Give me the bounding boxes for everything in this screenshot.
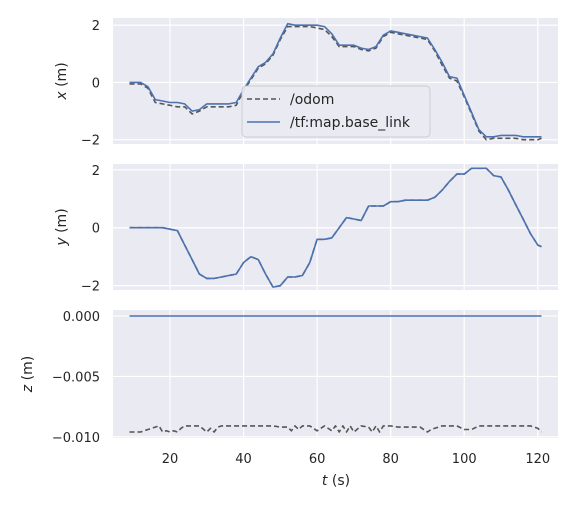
ytick-label-y: 2 xyxy=(92,164,100,179)
y-ticks-z: 0.000 −0.005 −0.010 xyxy=(52,310,100,446)
xtick-label: 80 xyxy=(382,452,399,467)
ytick-label-z: −0.010 xyxy=(52,431,100,446)
ylabel-x: x (m) xyxy=(54,62,70,100)
legend: /odom /tf:map.base_link xyxy=(241,85,431,138)
ytick-label-x: −2 xyxy=(81,134,100,149)
odom-line-z xyxy=(129,425,543,433)
series-y xyxy=(129,167,542,288)
series-x xyxy=(129,22,542,141)
xtick-label: 20 xyxy=(162,452,179,467)
plot-area-y xyxy=(113,164,558,290)
ylabel-z: z (m) xyxy=(20,356,36,393)
ytick-label-z: −0.005 xyxy=(52,370,100,385)
grid-x xyxy=(113,18,558,144)
legend-box xyxy=(241,85,431,138)
ylabel-y: y (m) xyxy=(54,208,70,246)
grid-z xyxy=(113,310,558,438)
y-ticks-y: 2 0 −2 xyxy=(81,164,100,295)
xtick-label: 40 xyxy=(235,452,252,467)
series-z xyxy=(129,315,543,433)
ytick-label-x: 2 xyxy=(92,19,100,34)
tf-line-y xyxy=(129,167,542,288)
plot-area-z xyxy=(113,310,558,438)
ytick-label-y: 0 xyxy=(92,222,100,237)
legend-odom-label: /odom xyxy=(290,92,334,108)
y-ticks-x: 2 0 −2 xyxy=(81,19,100,149)
ytick-label-z: 0.000 xyxy=(63,310,100,325)
z-position-panel: 0.000 −0.005 −0.010 z (m) xyxy=(20,310,558,446)
y-position-panel: 2 0 −2 y (m) xyxy=(54,164,558,295)
tf-line-x xyxy=(129,22,542,138)
legend-tf-label: /tf:map.base_link xyxy=(290,115,411,131)
x-ticks: 20 40 60 80 100 120 xyxy=(162,452,550,467)
grid-y xyxy=(113,164,558,290)
ytick-label-y: −2 xyxy=(81,280,100,295)
xtick-label: 60 xyxy=(309,452,326,467)
xtick-label: 100 xyxy=(452,452,477,467)
xlabel: t (s) xyxy=(322,473,350,489)
xtick-label: 120 xyxy=(525,452,550,467)
ytick-label-x: 0 xyxy=(92,76,100,91)
